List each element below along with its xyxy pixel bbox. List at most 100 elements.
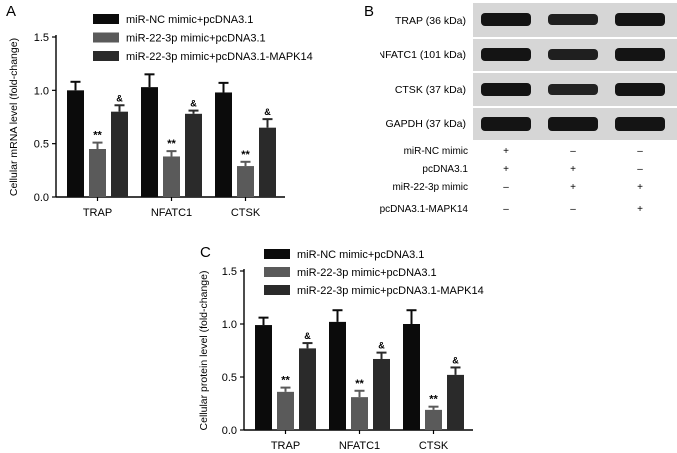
bar [277, 391, 294, 430]
condition-sign: – [570, 204, 576, 215]
blot-band [481, 117, 531, 131]
legend-label: miR-NC mimic+pcDNA3.1 [126, 14, 253, 26]
blot-band [481, 83, 531, 96]
blot-band-label: TRAP (36 kDa) [395, 15, 466, 27]
bar [299, 348, 316, 430]
legend-swatch [93, 51, 119, 61]
panel-label-c: C [200, 244, 211, 261]
bar [111, 111, 128, 197]
significance-mark: ** [93, 130, 102, 142]
western-blot: TRAP (36 kDa) NFATC1 (101 kDa) CTSK (37 … [378, 3, 677, 215]
blot-band-label: NFATC1 (101 kDa) [380, 49, 466, 61]
panel-label-a: A [6, 3, 17, 20]
condition-sign: + [503, 146, 509, 157]
significance-mark: & [304, 331, 311, 341]
significance-mark: & [190, 99, 197, 109]
y-axis-title: Cellular protein level (fold-change) [198, 271, 210, 431]
condition-label: miR-NC mimic [404, 146, 468, 157]
blot-band [615, 13, 665, 26]
condition-sign: – [637, 146, 643, 157]
significance-mark: & [452, 355, 459, 365]
bar [425, 409, 442, 430]
significance-mark: & [378, 341, 385, 351]
bar [89, 149, 106, 197]
bar [215, 92, 232, 197]
legend-label: miR-NC mimic+pcDNA3.1 [297, 249, 424, 261]
y-tick-label: 0.0 [34, 192, 49, 204]
x-tick-label: CTSK [419, 440, 449, 452]
y-tick-label: 1.0 [222, 319, 237, 331]
blot-band [481, 48, 531, 61]
x-tick-label: TRAP [271, 440, 300, 452]
blot-row-ctsk: CTSK (37 kDa) [395, 73, 677, 106]
condition-sign: – [637, 164, 643, 175]
condition-label: pcDNA3.1-MAPK14 [380, 204, 468, 215]
condition-sign: – [503, 204, 509, 215]
condition-sign: + [570, 164, 576, 175]
significance-mark: ** [429, 394, 438, 406]
blot-band-label: CTSK (37 kDa) [395, 84, 466, 96]
legend-swatch [264, 267, 290, 277]
bar [373, 358, 390, 430]
blot-row-trap: TRAP (36 kDa) [395, 3, 677, 37]
condition-row-mapk14: pcDNA3.1-MAPK14 – – + [380, 204, 643, 215]
blot-row-nfatc1: NFATC1 (101 kDa) [378, 39, 677, 71]
condition-row-pcdna: pcDNA3.1 + + – [422, 164, 643, 175]
bar [403, 324, 420, 430]
y-axis-title: Cellular mRNA level (fold-change) [8, 38, 20, 196]
condition-sign: + [637, 182, 643, 193]
blot-band [548, 49, 598, 60]
condition-sign: – [570, 146, 576, 157]
x-tick-label: NFATC1 [151, 207, 192, 219]
bar [447, 374, 464, 430]
bar [141, 87, 158, 197]
bar [237, 166, 254, 197]
blot-band [615, 83, 665, 96]
bar [329, 321, 346, 430]
y-tick-label: 0.0 [222, 425, 237, 437]
blot-band [548, 117, 598, 131]
blot-row-gapdh: GAPDH (37 kDa) [385, 108, 677, 140]
y-tick-label: 1.5 [222, 266, 237, 278]
condition-sign: + [637, 204, 643, 215]
x-tick-label: CTSK [231, 207, 261, 219]
significance-mark: & [116, 93, 123, 103]
condition-row-mir-22: miR-22-3p mimic – + + [392, 182, 643, 193]
legend-swatch [93, 14, 119, 24]
blot-band [548, 14, 598, 25]
legend-label: miR-22-3p mimic+pcDNA3.1 [297, 267, 437, 279]
condition-label: pcDNA3.1 [422, 164, 468, 175]
condition-sign: + [503, 164, 509, 175]
legend-label: miR-22-3p mimic+pcDNA3.1-MAPK14 [297, 285, 484, 297]
blot-band [615, 48, 665, 61]
significance-mark: ** [241, 149, 250, 161]
legend-label: miR-22-3p mimic+pcDNA3.1 [126, 33, 266, 45]
mrna-bar-chart: miR-NC mimic+pcDNA3.1 miR-22-3p mimic+pcD… [8, 14, 313, 219]
condition-label: miR-22-3p mimic [392, 182, 468, 193]
condition-sign: + [570, 182, 576, 193]
bar [67, 90, 84, 197]
protein-bar-chart: miR-NC mimic+pcDNA3.1 miR-22-3p mimic+pcD… [198, 249, 484, 452]
legend-swatch [93, 32, 119, 43]
y-tick-label: 0.5 [34, 139, 49, 151]
condition-sign: – [503, 182, 509, 193]
panel-label-b: B [364, 3, 375, 20]
blot-band [615, 117, 665, 131]
significance-mark: ** [355, 378, 364, 390]
x-tick-label: NFATC1 [339, 440, 380, 452]
bar [255, 325, 272, 430]
blot-band [548, 84, 598, 95]
legend-label: miR-22-3p mimic+pcDNA3.1-MAPK14 [126, 51, 313, 63]
significance-mark: & [264, 107, 271, 117]
western-blot-panel: TRAP (36 kDa) NFATC1 (101 kDa) CTSK (37 … [378, 0, 677, 225]
y-tick-label: 0.5 [222, 372, 237, 384]
bar [163, 156, 180, 197]
x-tick-label: TRAP [83, 207, 112, 219]
bar [351, 397, 368, 430]
bar [185, 113, 202, 197]
condition-row-mir-nc: miR-NC mimic + – – [404, 146, 644, 157]
significance-mark: ** [167, 138, 176, 150]
significance-mark: ** [281, 375, 290, 387]
blot-band [481, 13, 531, 26]
legend-swatch [264, 249, 290, 259]
